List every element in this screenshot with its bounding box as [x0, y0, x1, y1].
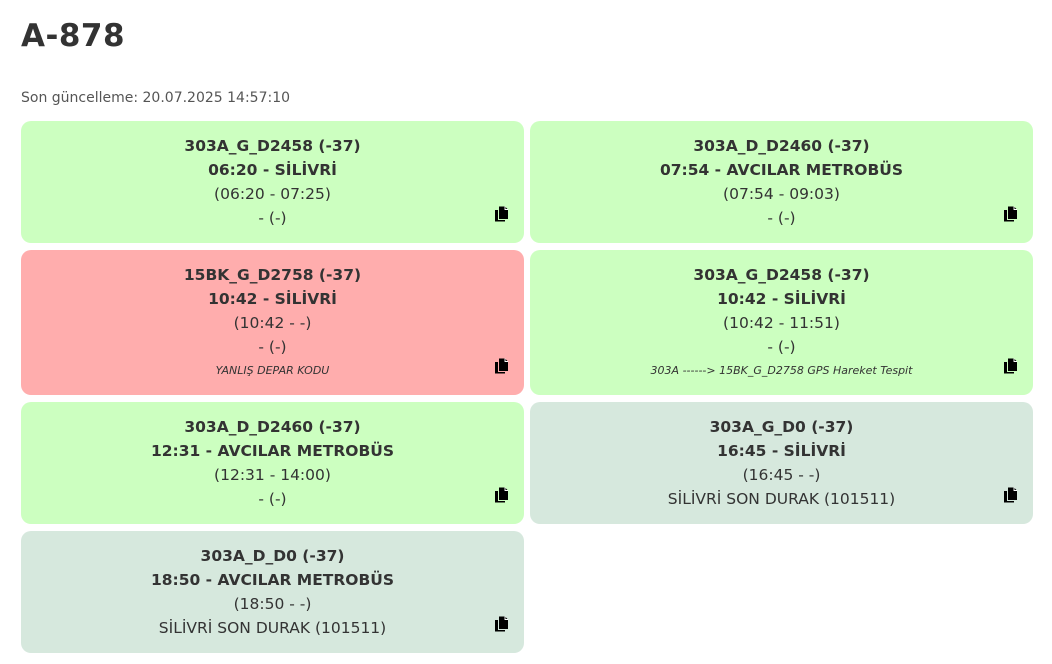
- trip-time-range: (10:42 - 11:51): [723, 314, 840, 332]
- trip-code: 303A_D_D0 (-37): [200, 547, 345, 565]
- trip-status: SİLİVRİ SON DURAK (101511): [667, 490, 896, 508]
- trip-code: 303A_G_D2458 (-37): [184, 137, 361, 155]
- copy-icon[interactable]: [1003, 358, 1018, 374]
- trip-status: - (-): [767, 209, 796, 227]
- trip-time-range: (18:50 - -): [233, 595, 312, 613]
- trip-departure: 07:54 - AVCILAR METROBÜS: [659, 161, 904, 179]
- copy-icon[interactable]: [494, 487, 509, 503]
- trip-card: 303A_D_D2460 (-37) 07:54 - AVCILAR METRO…: [530, 121, 1033, 243]
- trip-code: 303A_D_D2460 (-37): [693, 137, 870, 155]
- copy-icon[interactable]: [494, 206, 509, 222]
- copy-icon[interactable]: [494, 358, 509, 374]
- trip-departure: 18:50 - AVCILAR METROBÜS: [150, 571, 395, 589]
- trip-time-range: (10:42 - -): [233, 314, 312, 332]
- trip-time-range: (12:31 - 14:00): [214, 466, 331, 484]
- page-title: A-878: [21, 18, 126, 54]
- trip-departure: 12:31 - AVCILAR METROBÜS: [150, 442, 395, 460]
- trip-card: 303A_D_D2460 (-37) 12:31 - AVCILAR METRO…: [21, 402, 524, 524]
- trip-code: 303A_D_D2460 (-37): [184, 418, 361, 436]
- trip-time-range: (07:54 - 09:03): [723, 185, 840, 203]
- copy-icon[interactable]: [1003, 487, 1018, 503]
- trip-card: 303A_G_D0 (-37) 16:45 - SİLİVRİ (16:45 -…: [530, 402, 1033, 524]
- trip-status: - (-): [258, 338, 287, 356]
- trip-code: 303A_G_D0 (-37): [709, 418, 854, 436]
- trip-status: - (-): [258, 490, 287, 508]
- trip-card: 303A_G_D2458 (-37) 06:20 - SİLİVRİ (06:2…: [21, 121, 524, 243]
- trip-departure: 10:42 - SİLİVRİ: [208, 290, 337, 308]
- copy-icon[interactable]: [1003, 206, 1018, 222]
- trip-code: 303A_G_D2458 (-37): [693, 266, 870, 284]
- trip-departure: 16:45 - SİLİVRİ: [717, 442, 846, 460]
- trip-time-range: (16:45 - -): [742, 466, 821, 484]
- trip-time-range: (06:20 - 07:25): [214, 185, 331, 203]
- trip-card: 303A_G_D2458 (-37) 10:42 - SİLİVRİ (10:4…: [530, 250, 1033, 395]
- trip-code: 15BK_G_D2758 (-37): [183, 266, 362, 284]
- last-updated-text: Son güncelleme: 20.07.2025 14:57:10: [21, 90, 291, 106]
- trip-departure: 10:42 - SİLİVRİ: [717, 290, 846, 308]
- trip-status: SİLİVRİ SON DURAK (101511): [158, 619, 387, 637]
- trip-card-grid: 303A_G_D2458 (-37) 06:20 - SİLİVRİ (06:2…: [21, 121, 1033, 653]
- trip-status: - (-): [767, 338, 796, 356]
- trip-departure: 06:20 - SİLİVRİ: [208, 161, 337, 179]
- trip-card: 303A_D_D0 (-37) 18:50 - AVCILAR METROBÜS…: [21, 531, 524, 653]
- trip-card: 15BK_G_D2758 (-37) 10:42 - SİLİVRİ (10:4…: [21, 250, 524, 395]
- copy-icon[interactable]: [494, 616, 509, 632]
- trip-note: 303A ------> 15BK_G_D2758 GPS Hareket Te…: [650, 364, 913, 377]
- trip-status: - (-): [258, 209, 287, 227]
- trip-note: YANLIŞ DEPAR KODU: [215, 364, 330, 377]
